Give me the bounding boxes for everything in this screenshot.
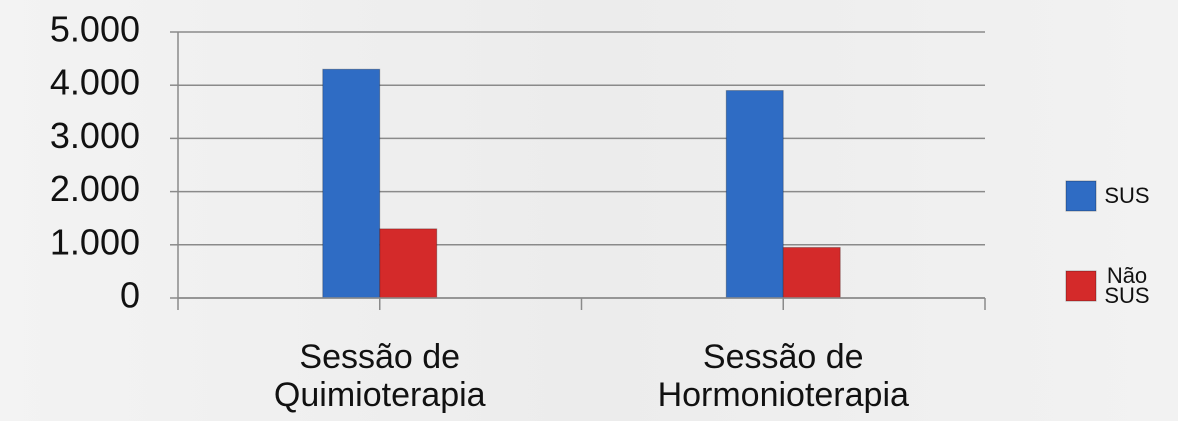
x-tick-label: Sessão de Quimioterapia	[273, 338, 486, 414]
bar	[379, 228, 438, 299]
legend-swatch	[1065, 270, 1097, 302]
y-tick-label: 5.000	[50, 9, 140, 50]
bar	[725, 90, 784, 299]
legend-label: SUS	[1104, 183, 1150, 208]
y-tick-label: 0	[120, 275, 140, 316]
legend-swatch	[1065, 180, 1097, 212]
y-tick-label: 1.000	[50, 221, 140, 262]
legend-label: Não SUS	[1104, 263, 1150, 308]
bar	[782, 246, 841, 299]
x-tick-label: Sessão de Hormonioterapia	[657, 338, 909, 414]
y-tick-label: 4.000	[50, 62, 140, 103]
bar	[322, 68, 381, 299]
y-tick-label: 2.000	[50, 168, 140, 209]
y-tick-label: 3.000	[50, 115, 140, 156]
